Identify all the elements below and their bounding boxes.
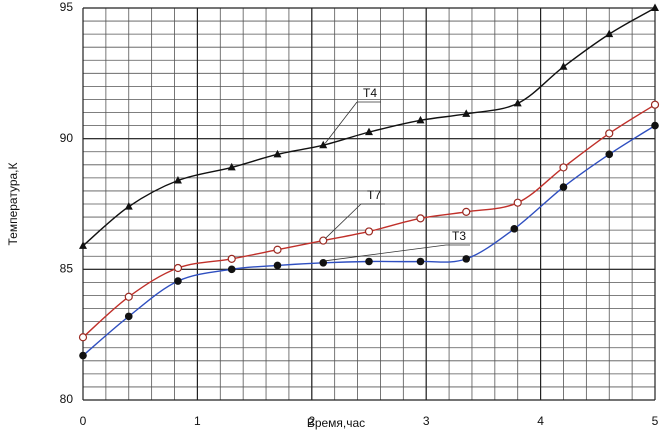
y-tick-label: 85 xyxy=(60,262,74,276)
series-line xyxy=(82,125,656,357)
marker xyxy=(79,351,87,360)
marker xyxy=(174,277,182,285)
marker xyxy=(124,202,133,210)
marker xyxy=(462,207,471,216)
marker xyxy=(650,100,660,109)
marker xyxy=(605,150,614,159)
marker xyxy=(319,259,328,267)
x-tick-label: 1 xyxy=(194,414,201,428)
marker xyxy=(365,127,373,136)
series-label: T4 xyxy=(363,86,377,100)
marker xyxy=(173,175,182,184)
series-label: T7 xyxy=(367,188,381,202)
marker xyxy=(319,236,328,245)
marker xyxy=(513,198,522,207)
marker xyxy=(227,265,236,274)
leader-line xyxy=(324,203,362,239)
marker xyxy=(124,292,133,301)
marker xyxy=(462,109,471,117)
x-axis-label: Время,час xyxy=(307,416,365,430)
marker xyxy=(416,257,425,266)
marker xyxy=(462,255,471,263)
marker xyxy=(173,263,183,273)
marker xyxy=(510,225,519,233)
marker xyxy=(605,29,614,38)
marker xyxy=(227,254,236,263)
marker xyxy=(651,121,659,130)
y-axis-label: Температура,К xyxy=(6,162,20,245)
marker xyxy=(273,245,282,254)
marker xyxy=(365,257,373,266)
series-label: T3 xyxy=(452,229,466,243)
y-tick-label: 80 xyxy=(60,392,74,406)
marker xyxy=(124,312,133,321)
y-tick-label: 90 xyxy=(60,131,74,145)
x-tick-label: 2 xyxy=(308,414,315,428)
marker xyxy=(651,3,659,11)
x-tick-label: 0 xyxy=(80,414,87,428)
leader-line xyxy=(325,244,447,262)
marker xyxy=(273,149,282,158)
marker xyxy=(416,214,425,223)
marker xyxy=(79,241,87,249)
marker xyxy=(605,129,614,138)
marker xyxy=(273,261,282,270)
marker xyxy=(559,62,568,70)
marker xyxy=(227,162,236,171)
series-line xyxy=(82,7,656,247)
marker xyxy=(319,140,328,149)
marker xyxy=(559,183,568,191)
x-tick-label: 3 xyxy=(423,414,430,428)
x-tick-label: 5 xyxy=(652,414,659,428)
marker xyxy=(78,333,88,342)
y-tick-label: 95 xyxy=(60,0,74,14)
leader-line xyxy=(324,101,358,144)
x-tick-label: 4 xyxy=(537,414,544,428)
marker xyxy=(364,227,374,236)
marker xyxy=(513,98,522,107)
series-line xyxy=(82,104,656,338)
marker xyxy=(559,163,568,172)
marker xyxy=(416,115,425,124)
